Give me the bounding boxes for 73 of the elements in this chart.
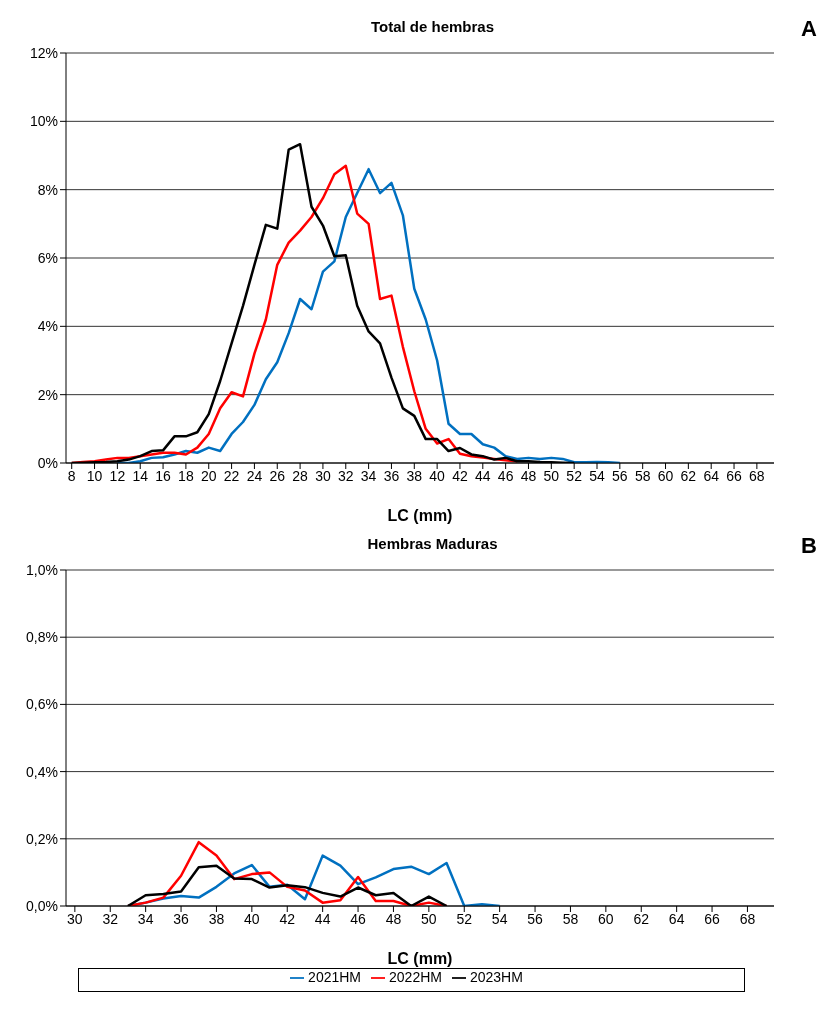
x-tick-label: 38 [406, 467, 423, 484]
x-tick-label: 46 [497, 467, 514, 484]
x-tick-label: 58 [634, 467, 651, 484]
x-tick-label: 62 [680, 467, 697, 484]
x-tick-label: 18 [178, 467, 194, 484]
x-tick-label: 48 [385, 910, 402, 927]
legend-label: 2021HM [308, 969, 362, 985]
y-tick-label: 0,4% [26, 763, 58, 780]
y-tick-label: 8% [37, 181, 58, 198]
x-tick-label: 68 [739, 910, 756, 927]
x-tick-label: 66 [704, 910, 721, 927]
y-tick-label: 10% [29, 113, 58, 130]
x-tick-label: 62 [633, 910, 650, 927]
y-tick-label: 0,2% [26, 830, 58, 847]
x-tick-label: 36 [173, 910, 190, 927]
x-tick-label: 34 [360, 467, 377, 484]
x-tick-label: 50 [421, 910, 437, 927]
x-tick-label: 64 [668, 910, 685, 927]
x-tick-label: 34 [137, 910, 154, 927]
x-tick-label: 38 [208, 910, 225, 927]
x-tick-label: 64 [703, 467, 720, 484]
x-tick-label: 40 [244, 910, 260, 927]
x-tick-label: 16 [155, 467, 172, 484]
x-tick-label: 60 [657, 467, 674, 484]
x-tick-label: 52 [456, 910, 473, 927]
x-tick-label: 44 [314, 910, 331, 927]
x-tick-label: 8 [67, 467, 76, 484]
y-tick-label: 0,8% [26, 629, 58, 646]
y-tick-label: 0,0% [26, 897, 58, 914]
text: B [801, 533, 817, 559]
x-tick-label: 28 [292, 467, 309, 484]
x-tick-label: 54 [589, 467, 605, 484]
x-tick-label: 66 [726, 467, 743, 484]
y-tick-label: 12% [29, 44, 58, 61]
x-tick-label: 48 [520, 467, 537, 484]
x-tick-label: 30 [67, 910, 83, 927]
x-tick-label: 68 [749, 467, 765, 484]
x-tick-label: 44 [475, 467, 491, 484]
x-tick-label: 20 [200, 467, 217, 484]
x-tick-label: 58 [562, 910, 579, 927]
x-tick-label: 32 [337, 467, 354, 484]
x-tick-label: 50 [543, 467, 560, 484]
x-tick-label: 42 [279, 910, 296, 927]
x-tick-label: 56 [527, 910, 544, 927]
x-tick-label: 42 [452, 467, 468, 484]
x-tick-label: 32 [102, 910, 119, 927]
y-tick-label: 1,0% [26, 561, 58, 578]
x-tick-label: 24 [246, 467, 263, 484]
x-tick-label: 10 [86, 467, 103, 484]
x-tick-label: 30 [315, 467, 331, 484]
x-tick-label: 60 [598, 910, 614, 927]
y-tick-label: 2% [37, 386, 58, 403]
text: A [801, 16, 817, 42]
y-tick-label: 4% [37, 318, 58, 335]
x-tick-label: 36 [383, 467, 400, 484]
y-tick-label: 0,6% [26, 696, 58, 713]
x-tick-label: 22 [223, 467, 240, 484]
x-tick-label: 56 [612, 467, 628, 484]
y-tick-label: 6% [37, 249, 58, 266]
x-tick-label: 26 [269, 467, 286, 484]
x-tick-label: 14 [132, 467, 149, 484]
chart-title: Hembras Maduras [367, 535, 498, 552]
chart-title: Total de hembras [370, 18, 495, 35]
x-axis-title: LC (mm) [387, 950, 453, 967]
x-tick-label: 52 [566, 467, 583, 484]
x-tick-label: 40 [429, 467, 446, 484]
legend-label: 2023HM [469, 969, 523, 985]
x-axis-title: LC (mm) [387, 507, 453, 524]
legend-label: 2022HM [389, 969, 442, 985]
x-tick-label: 46 [350, 910, 367, 927]
x-tick-label: 12 [109, 467, 126, 484]
x-tick-label: 54 [491, 910, 508, 927]
y-tick-label: 0% [37, 454, 58, 471]
